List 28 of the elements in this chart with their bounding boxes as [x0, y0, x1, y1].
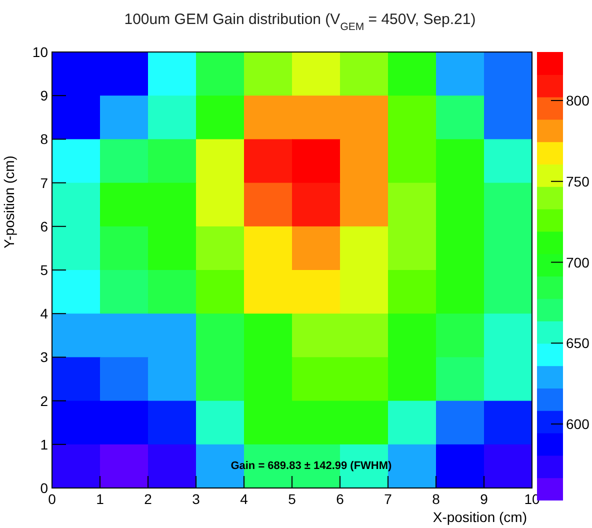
chart-title: 100um GEM Gain distribution (V$_{GEM}$ = 450V, Sep.21)	[124, 11, 476, 33]
color-bar-label: 750	[566, 173, 590, 190]
y-tick-label: 8	[40, 131, 48, 148]
color-bar-label: 800	[566, 92, 590, 109]
x-tick-label: 1	[96, 491, 104, 507]
y-tick-label: 10	[32, 44, 48, 60]
y-tick-label: 1	[40, 436, 48, 452]
y-tick-label: 2	[40, 392, 48, 409]
x-tick-label: 3	[192, 491, 200, 507]
x-tick-label: 5	[288, 491, 296, 507]
x-tick-label: 7	[384, 491, 392, 507]
y-tick-label: 5	[40, 262, 48, 278]
y-tick-label: 3	[40, 349, 48, 366]
y-tick-label: 9	[40, 88, 48, 104]
y-tick-label: 4	[40, 306, 48, 322]
y-tick-label: 7	[40, 174, 48, 191]
y-axis-title: Y-position (cm)	[1, 156, 17, 248]
x-tick-label: 6	[336, 491, 344, 507]
color-bar-label: 650	[566, 335, 590, 352]
y-tick-label: 6	[40, 218, 48, 234]
x-tick-label: 4	[240, 491, 248, 507]
x-tick-label: 2	[144, 491, 152, 507]
x-axis-title: X-position (cm)	[432, 509, 527, 525]
color-bar-label: 700	[566, 254, 590, 270]
y-tick-label: 0	[40, 480, 48, 496]
x-tick-label: 9	[480, 491, 488, 507]
color-bar-label: 600	[566, 416, 590, 432]
x-tick-label: 8	[432, 491, 440, 507]
